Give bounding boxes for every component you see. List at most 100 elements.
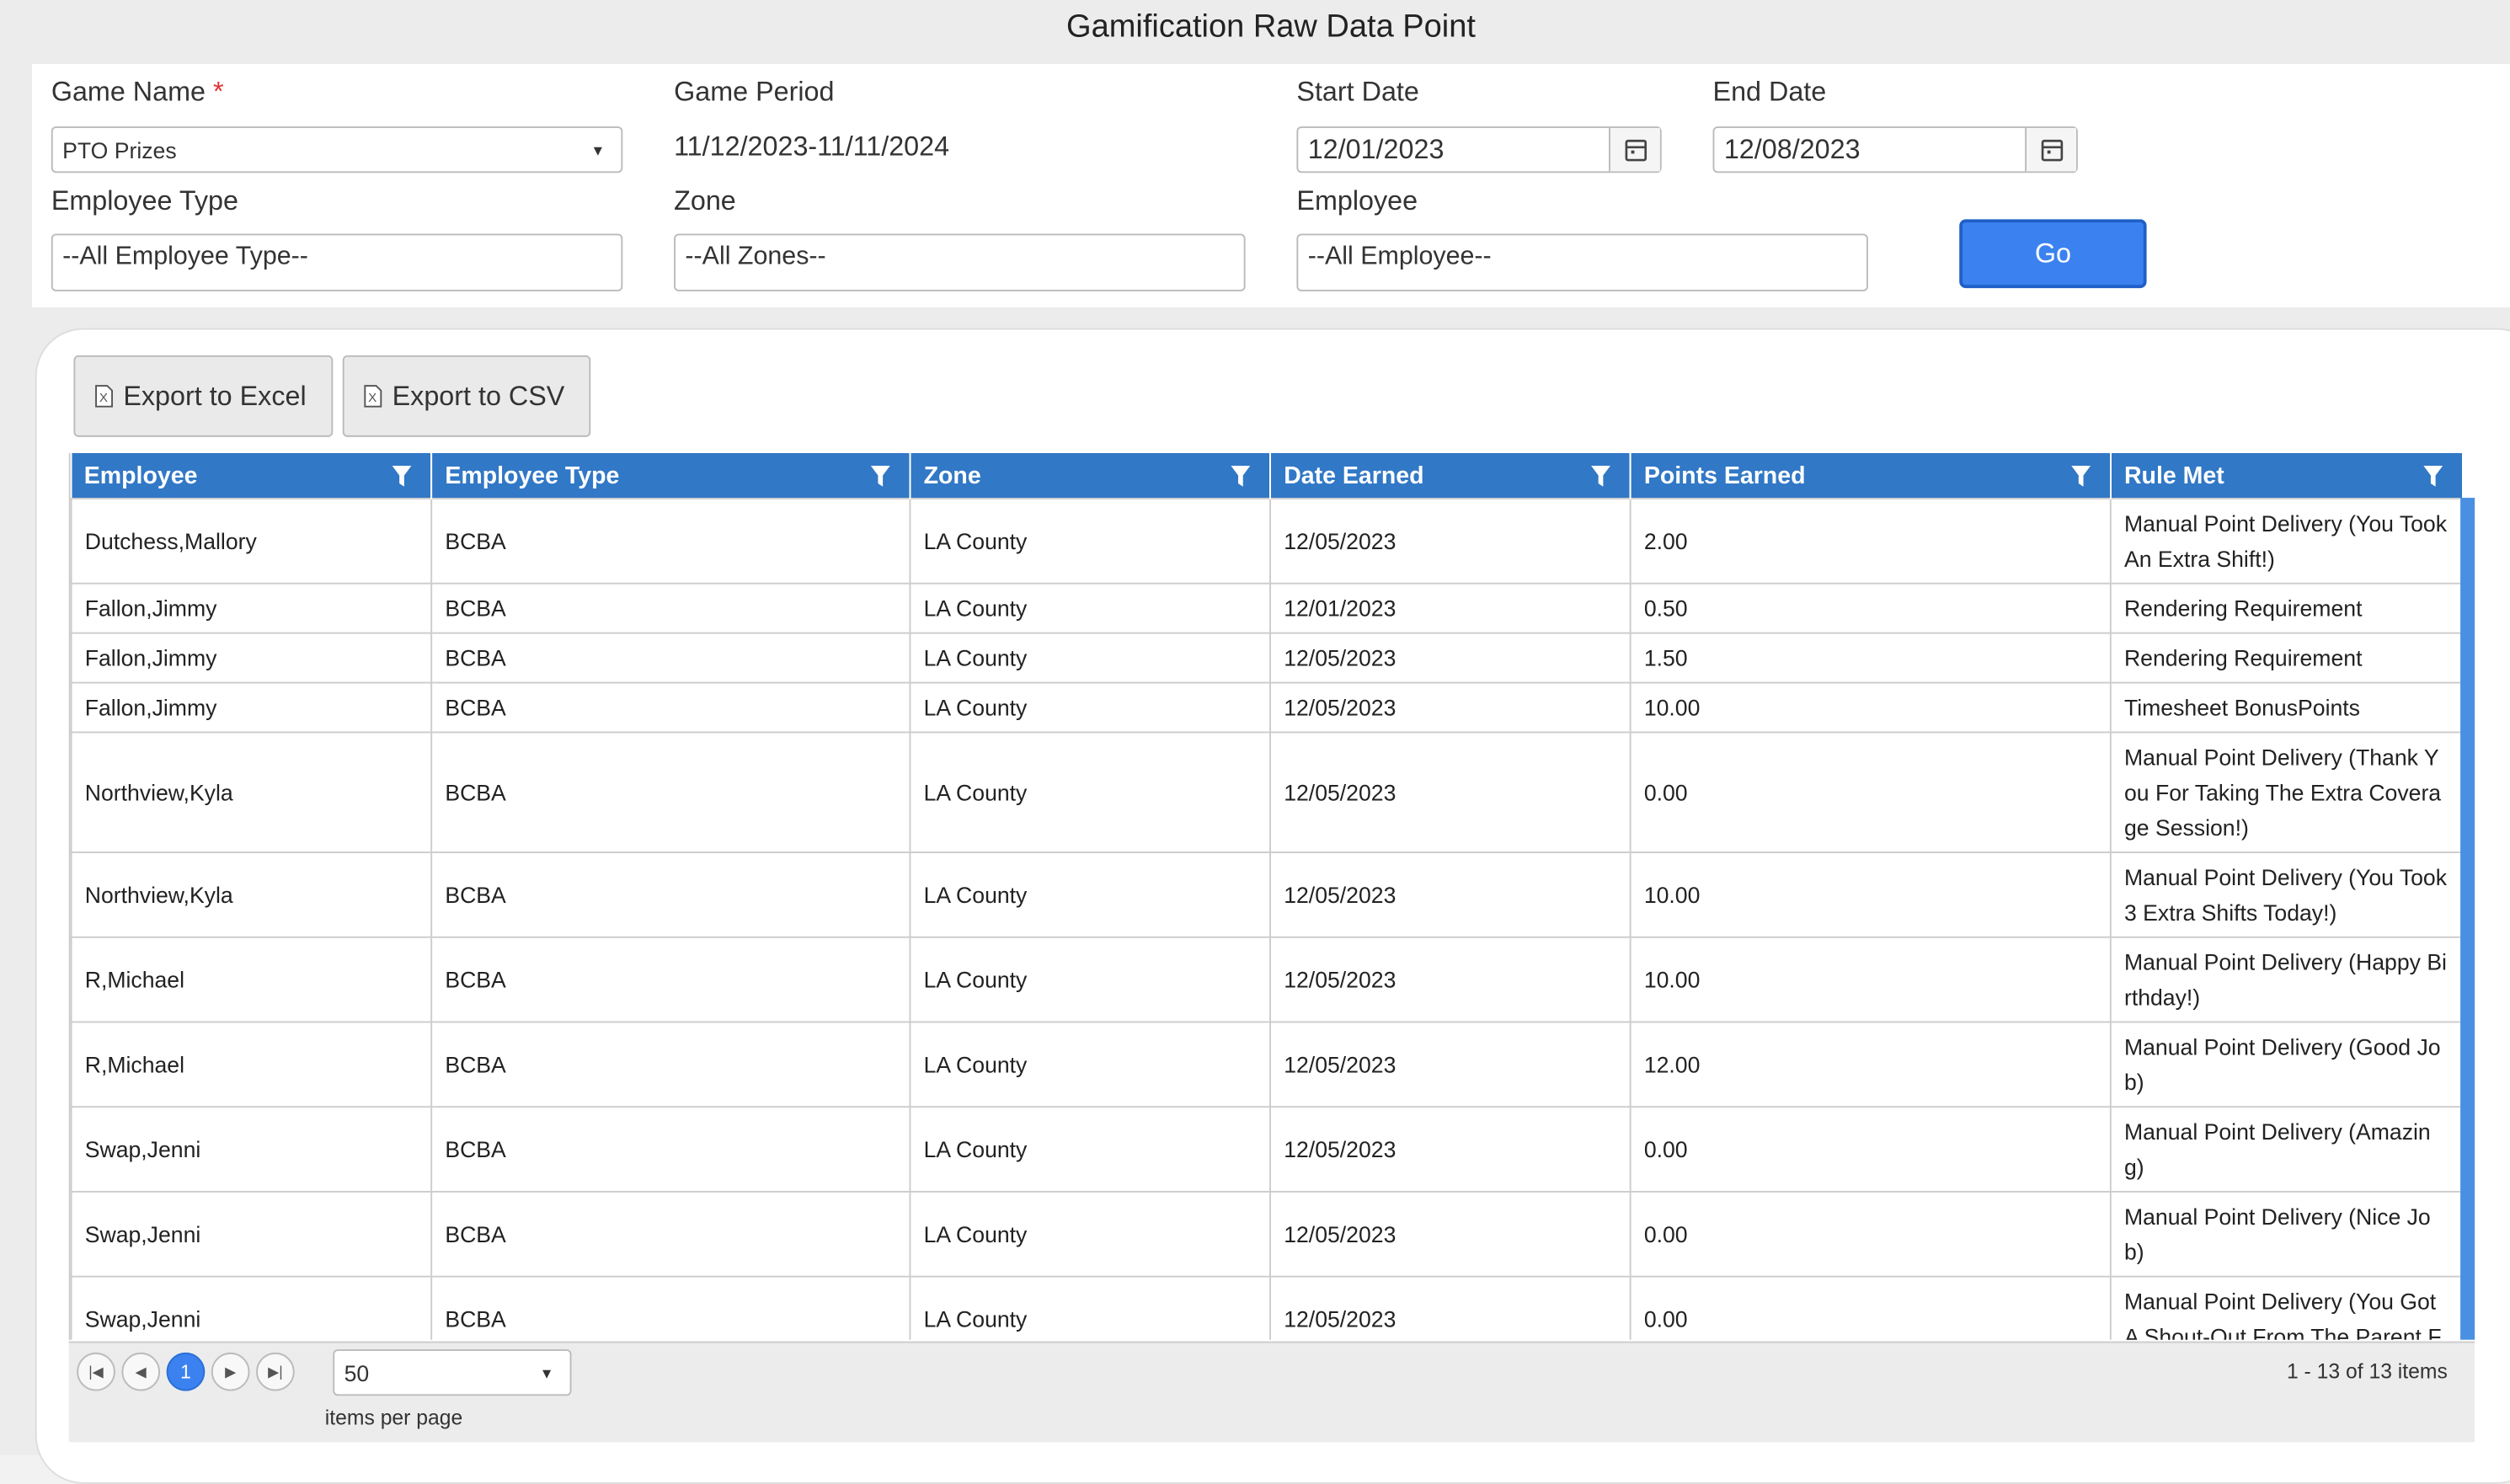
table-cell: BCBA — [430, 851, 911, 938]
table-row[interactable]: Swap,Jenni BCBA LA County 12/05/2023 0.00 Man… — [70, 1190, 2464, 1278]
employee-select[interactable]: --All Employee-- — [1296, 233, 1868, 291]
table-cell: Manual Point Delivery (Happy Birthday!) — [2109, 936, 2464, 1023]
table-cell: 12/05/2023 — [1269, 1021, 1632, 1108]
table-row[interactable]: R,Michael BCBA LA County 12/05/2023 12.00 Man… — [70, 1021, 2464, 1108]
start-date-input[interactable]: 12/01/2023 — [1296, 126, 1662, 173]
table-cell: BCBA — [430, 1190, 911, 1278]
table-row[interactable]: Northview,Kyla BCBA LA County 12/05/2023 0.0… — [70, 731, 2464, 853]
table-cell: BCBA — [430, 498, 911, 585]
table-cell: LA County — [909, 1275, 1271, 1340]
filter-label: Employee — [1296, 185, 1418, 216]
column-title: Points Earned — [1643, 462, 1806, 489]
first-page[interactable]: |◀ — [77, 1352, 115, 1391]
table-cell: Swap,Jenni — [70, 1106, 433, 1193]
table-cell: 12/05/2023 — [1269, 731, 1632, 853]
export-csv-button[interactable]: X Export to CSV — [342, 355, 591, 437]
table-cell: BCBA — [430, 681, 911, 734]
table-cell: 10.00 — [1629, 681, 2112, 734]
table-cell: 0.00 — [1629, 1106, 2112, 1193]
table-cell: 12/05/2023 — [1269, 681, 1632, 734]
select-value: 50 — [344, 1359, 370, 1385]
filter-icon[interactable] — [870, 466, 890, 487]
svg-text:X: X — [368, 391, 376, 405]
table-cell: Fallon,Jimmy — [70, 681, 433, 734]
table-cell: 12/01/2023 — [1269, 582, 1632, 634]
filter-label: Game Period — [674, 77, 835, 108]
employee-type-select[interactable]: --All Employee Type-- — [51, 233, 623, 291]
data-grid: Employee Employee Type Zone Date Earned Poin… — [68, 452, 2476, 1340]
go-button[interactable]: Go — [1959, 219, 2147, 289]
calendar-button[interactable] — [1609, 128, 1660, 172]
pager: |◀ ◀ 1 ▶ ▶| 50 ▼ items per page 1 - 13 of… — [68, 1341, 2475, 1443]
table-cell: Timesheet BonusPoints — [2109, 681, 2464, 734]
prev-page[interactable]: ◀ — [121, 1352, 161, 1391]
scrollbar[interactable] — [2460, 498, 2475, 1340]
filter-icon[interactable] — [1231, 466, 1251, 487]
column-header[interactable]: Zone — [910, 452, 1271, 499]
calendar-button[interactable] — [2025, 128, 2076, 172]
column-title: Date Earned — [1284, 462, 1424, 489]
table-cell: Manual Point Delivery (You Got A Shout-O… — [2109, 1275, 2464, 1340]
page-size-select[interactable]: 50 ▼ — [333, 1349, 572, 1396]
table-cell: Northview,Kyla — [70, 731, 433, 853]
table-cell: BCBA — [430, 582, 911, 634]
table-cell: Manual Point Delivery (Thank You For Tak… — [2109, 731, 2464, 853]
column-title: Employee Type — [445, 462, 620, 489]
column-header[interactable]: Employee Type — [431, 452, 911, 499]
current-page[interactable]: 1 — [166, 1352, 206, 1391]
filter-icon[interactable] — [392, 466, 412, 487]
button-text: Export to CSV — [392, 380, 565, 411]
page-title: Gamification Raw Data Point — [1066, 9, 1476, 45]
page-size-label: items per page — [324, 1405, 463, 1430]
dropdown-arrow: ▼ — [590, 141, 606, 158]
table-row[interactable]: Fallon,Jimmy BCBA LA County 12/01/2023 0.50 R… — [70, 582, 2464, 634]
table-cell: LA County — [909, 1190, 1271, 1278]
table-cell: LA County — [909, 731, 1271, 853]
table-row[interactable]: Fallon,Jimmy BCBA LA County 12/05/2023 10.00… — [70, 681, 2464, 734]
pager-buttons: |◀ ◀ 1 ▶ ▶| — [77, 1352, 295, 1391]
table-cell: BCBA — [430, 1106, 911, 1193]
table-row[interactable]: Swap,Jenni BCBA LA County 12/05/2023 0.00 Man… — [70, 1275, 2464, 1340]
column-header[interactable]: Date Earned — [1270, 452, 1632, 499]
svg-text:X: X — [99, 391, 108, 405]
table-cell: Fallon,Jimmy — [70, 632, 433, 684]
table-body: Dutchess,Mallory BCBA LA County 12/05/2023 2… — [70, 498, 2464, 1340]
table-row[interactable]: Fallon,Jimmy BCBA LA County 12/05/2023 1.50 R… — [70, 632, 2464, 684]
table-cell: 10.00 — [1629, 936, 2112, 1023]
last-page[interactable]: ▶| — [256, 1352, 295, 1391]
table-cell: 12/05/2023 — [1269, 851, 1632, 938]
game-name-select[interactable]: PTO Prizes ▼ — [51, 126, 623, 173]
next-page[interactable]: ▶ — [211, 1352, 250, 1391]
filter-icon[interactable] — [1591, 466, 1610, 487]
table-cell: BCBA — [430, 632, 911, 684]
export-excel-button[interactable]: X Export to Excel — [73, 355, 334, 437]
table-cell: 0.00 — [1629, 731, 2112, 853]
table-cell: 12/05/2023 — [1269, 498, 1632, 585]
input-value: 12/01/2023 — [1307, 133, 1445, 164]
game-period-value: 11/12/2023-11/11/2024 — [674, 131, 950, 162]
filter-icon[interactable] — [2423, 466, 2443, 487]
table-cell: Manual Point Delivery (Good Job) — [2109, 1021, 2464, 1108]
filter-label: Zone — [674, 185, 736, 216]
input-value: 12/08/2023 — [1723, 133, 1861, 164]
filter-label: Start Date — [1296, 77, 1419, 108]
table-cell: Fallon,Jimmy — [70, 582, 433, 634]
table-cell: LA County — [909, 582, 1271, 634]
column-header[interactable]: Points Earned — [1630, 452, 2112, 499]
filter-icon[interactable] — [2071, 466, 2091, 487]
table-row[interactable]: Swap,Jenni BCBA LA County 12/05/2023 0.00 Man… — [70, 1106, 2464, 1193]
table-row[interactable]: Northview,Kyla BCBA LA County 12/05/2023 10.… — [70, 851, 2464, 938]
table-row[interactable]: Dutchess,Mallory BCBA LA County 12/05/2023 2… — [70, 498, 2464, 585]
zone-select[interactable]: --All Zones-- — [674, 233, 1246, 291]
column-header[interactable]: Employee — [71, 452, 433, 499]
table-row[interactable]: R,Michael BCBA LA County 12/05/2023 10.00 Man… — [70, 936, 2464, 1023]
dropdown-arrow: ▼ — [539, 1364, 554, 1381]
table-cell: LA County — [909, 498, 1271, 585]
column-header[interactable]: Rule Met — [2110, 452, 2464, 499]
table-cell: LA County — [909, 632, 1271, 684]
table-cell: Swap,Jenni — [70, 1275, 433, 1340]
end-date-input[interactable]: 12/08/2023 — [1712, 126, 2078, 173]
table-cell: 12/05/2023 — [1269, 1190, 1632, 1278]
table-cell: Manual Point Delivery (You Took 3 Extra … — [2109, 851, 2464, 938]
